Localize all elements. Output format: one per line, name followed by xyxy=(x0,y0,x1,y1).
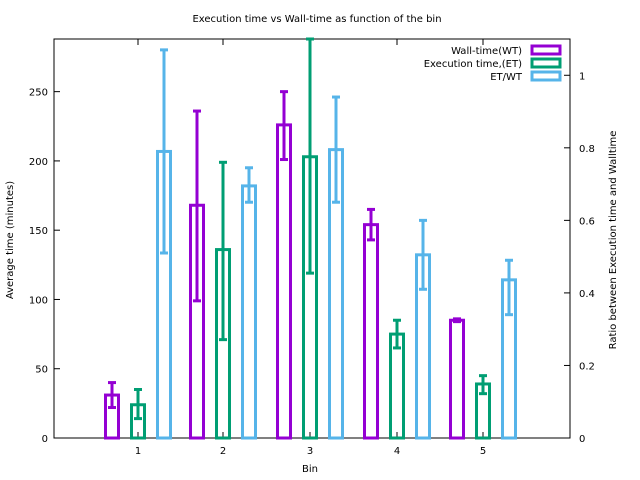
chart-title: Execution time vs Wall-time as function … xyxy=(192,14,441,25)
x-tick-label: 2 xyxy=(220,446,226,457)
y-tick-label: 200 xyxy=(29,157,48,168)
x-axis-label: Bin xyxy=(302,464,318,475)
y2-tick-label: 0.8 xyxy=(579,144,595,155)
bar xyxy=(449,318,465,440)
y2-tick-label: 0.6 xyxy=(579,216,595,227)
legend-label: ET/WT xyxy=(490,72,523,83)
plot-area: 0 50 100 150 200 250 0 0.2 0.4 0.6 0.8 1 1 2 3 4 5 xyxy=(29,37,595,457)
legend-label: Wall-time(WT) xyxy=(451,46,522,57)
bar xyxy=(363,223,379,440)
x-tick-label: 5 xyxy=(480,446,486,457)
plot-border xyxy=(53,38,571,439)
x-tick-label: 4 xyxy=(394,446,400,457)
y-tick-label: 150 xyxy=(29,226,48,237)
y2-tick-label: 0.2 xyxy=(579,361,595,372)
y-tick-label: 50 xyxy=(35,365,48,376)
y-axis-label: Average time (minutes) xyxy=(5,181,16,299)
bar xyxy=(241,184,257,440)
y2-tick-label: 0 xyxy=(579,434,585,445)
y-tick-label: 250 xyxy=(29,88,48,99)
y2-tick-label: 0.4 xyxy=(579,289,595,300)
legend-swatch xyxy=(530,57,562,69)
legend: Wall-time(WT) Execution time,(ET) ET/WT xyxy=(424,44,562,83)
y-tick-label: 100 xyxy=(29,295,48,306)
legend-label: Execution time,(ET) xyxy=(424,59,522,70)
y-tick-label: 0 xyxy=(42,434,48,445)
legend-swatch xyxy=(530,44,562,56)
y2-axis-label: Ratio between Execution time and Walltim… xyxy=(608,131,619,350)
y2-tick-label: 1 xyxy=(579,71,585,82)
legend-swatch xyxy=(530,70,562,82)
x-tick-label: 3 xyxy=(307,446,313,457)
bar xyxy=(276,123,292,440)
bar xyxy=(389,332,405,440)
x-tick-label: 1 xyxy=(135,446,141,457)
